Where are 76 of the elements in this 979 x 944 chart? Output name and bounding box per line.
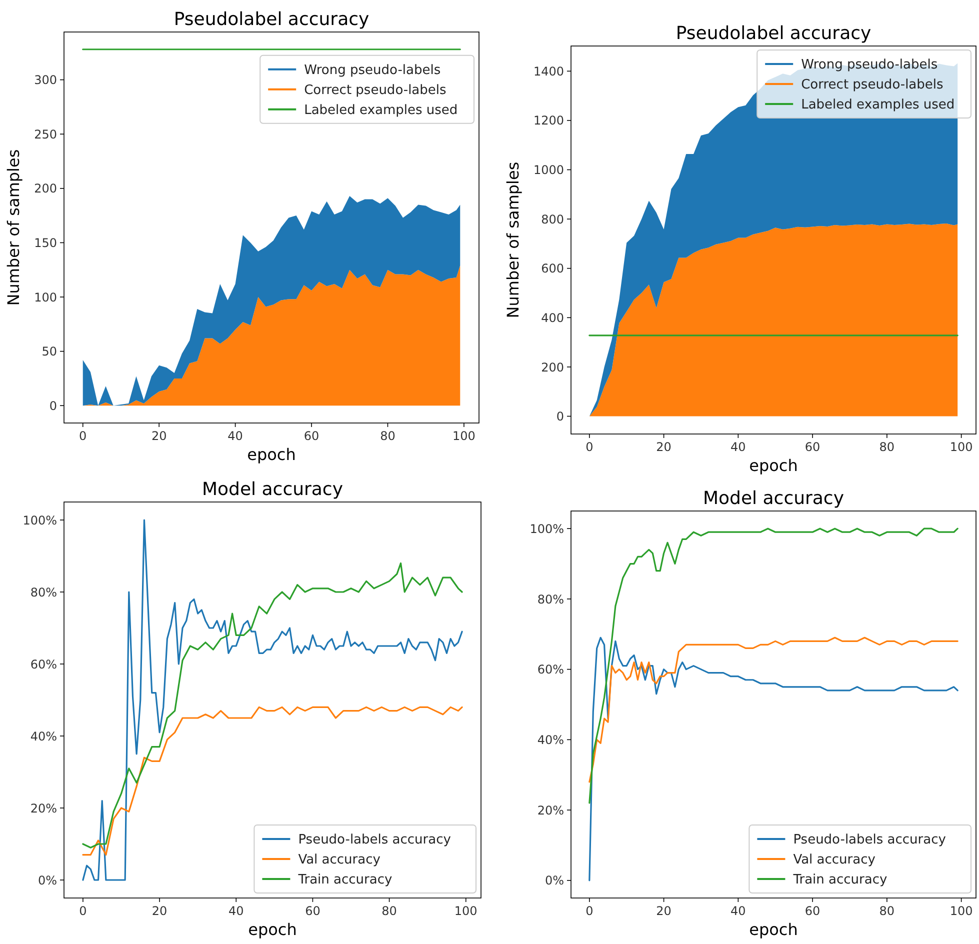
y-tick-label: 60% (30, 657, 57, 672)
y-tick-label: 300 (34, 73, 57, 88)
y-tick-label: 1000 (533, 163, 564, 178)
x-tick-label: 40 (730, 440, 746, 454)
y-tick-label: 0 (556, 410, 564, 424)
y-tick-label: 40% (537, 732, 564, 747)
x-tick-label: 40 (228, 429, 243, 443)
legend-label: Val accuracy (793, 852, 876, 868)
x-tick-label: 0 (79, 429, 87, 443)
y-tick-label: 100 (34, 290, 57, 304)
x-tick-label: 20 (152, 904, 168, 918)
y-tick-label: 0% (544, 874, 564, 888)
y-tick-label: 50 (42, 344, 57, 359)
y-tick-label: 40% (30, 729, 57, 744)
line-series (82, 562, 463, 848)
y-axis-title: Number of samples (504, 162, 523, 318)
x-tick-label: 0 (79, 904, 87, 918)
chart-title: Pseudolabel accuracy (174, 9, 370, 30)
x-tick-label: 20 (656, 904, 672, 918)
y-tick-label: 200 (541, 360, 564, 374)
legend-label: Pseudo-labels accuracy (298, 832, 452, 848)
x-tick-label: 80 (380, 429, 396, 443)
y-tick-label: 250 (34, 127, 57, 142)
y-tick-label: 800 (541, 212, 564, 226)
x-tick-label: 20 (656, 440, 672, 454)
x-axis-title: epoch (247, 445, 296, 464)
x-tick-label: 100 (452, 429, 476, 443)
legend-label: Labeled examples used (801, 98, 955, 112)
x-tick-label: 80 (382, 904, 397, 918)
x-axis-title: epoch (749, 456, 798, 475)
x-tick-label: 0 (586, 440, 594, 454)
x-tick-label: 60 (305, 904, 320, 918)
x-tick-label: 80 (879, 904, 895, 918)
y-tick-label: 0% (38, 873, 57, 888)
x-tick-label: 100 (950, 904, 973, 918)
x-tick-label: 60 (804, 904, 820, 918)
y-tick-label: 20% (537, 803, 564, 818)
y-tick-label: 20% (30, 801, 57, 816)
x-tick-label: 60 (804, 440, 820, 454)
line-series (588, 636, 958, 783)
x-tick-label: 60 (304, 429, 320, 443)
legend-label: Labeled examples used (304, 102, 458, 118)
legend-label: Correct pseudo-labels (304, 82, 447, 98)
y-tick-label: 1400 (533, 64, 564, 78)
chart-title: Pseudolabel accuracy (676, 23, 872, 44)
x-tick-label: 20 (151, 429, 167, 443)
y-tick-label: 0 (49, 398, 57, 413)
line-series (588, 528, 958, 804)
chart-title: Model accuracy (202, 479, 344, 500)
legend-label: Correct pseudo-labels (801, 78, 944, 92)
y-tick-label: 400 (541, 310, 564, 325)
y-tick-label: 600 (541, 262, 564, 276)
x-tick-label: 100 (454, 904, 478, 918)
x-axis-title: epoch (248, 920, 297, 939)
x-tick-label: 0 (586, 904, 594, 918)
legend-label: Train accuracy (297, 872, 392, 888)
legend-label: Wrong pseudo-labels (304, 62, 441, 78)
x-tick-label: 80 (879, 440, 895, 454)
x-tick-label: 40 (730, 904, 746, 918)
legend-label: Val accuracy (298, 852, 381, 868)
legend-label: Wrong pseudo-labels (801, 58, 938, 72)
x-axis-title: epoch (749, 920, 798, 939)
chart-title: Model accuracy (703, 488, 844, 509)
y-tick-label: 100% (22, 513, 57, 528)
y-axis-title: Number of samples (4, 149, 24, 306)
y-tick-label: 80% (30, 585, 57, 600)
x-tick-label: 40 (228, 904, 244, 918)
x-tick-label: 100 (950, 440, 973, 454)
legend-label: Train accuracy (792, 872, 888, 888)
y-tick-label: 100% (530, 522, 564, 536)
y-tick-label: 150 (34, 236, 57, 250)
y-tick-label: 200 (34, 182, 57, 196)
y-tick-label: 80% (537, 592, 564, 606)
legend-label: Pseudo-labels accuracy (793, 832, 946, 848)
y-tick-label: 1200 (533, 114, 564, 128)
y-tick-label: 60% (537, 662, 564, 677)
